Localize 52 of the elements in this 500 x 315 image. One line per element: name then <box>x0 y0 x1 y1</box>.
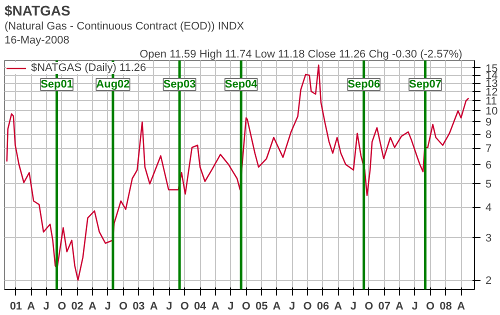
chart-subtitle: (Natural Gas - Continuous Contract (EOD)) INDX <box>4 20 245 32</box>
line-series <box>6 64 470 281</box>
x-tick-label: A <box>272 300 281 312</box>
y-tick-label: 11 <box>486 96 497 108</box>
x-tick-label: 08 <box>440 300 452 312</box>
x-tick-label: A <box>88 300 96 312</box>
y-tick-label: 4 <box>486 202 492 214</box>
y-tick-label: 7 <box>486 143 492 156</box>
x-tick-label: O <box>303 300 312 312</box>
x-tick-label: O <box>58 300 67 312</box>
y-tick-label: 10 <box>486 106 498 118</box>
x-tick-label: 07 <box>378 300 390 312</box>
x-tick-label: A <box>457 300 466 312</box>
y-tick-label: 8 <box>486 129 492 142</box>
x-tick-label: J <box>412 300 418 312</box>
x-tick-label: J <box>104 300 111 312</box>
x-tick-label: A <box>27 300 36 312</box>
x-tick-label: J <box>350 300 356 312</box>
x-tick-label: J <box>288 300 296 312</box>
ref-line-label: Sep01 <box>40 78 74 90</box>
x-tick-label: O <box>242 300 251 312</box>
x-tick-label: O <box>180 300 190 312</box>
x-tick-label: 04 <box>194 300 208 312</box>
x-tick-label: J <box>166 300 172 312</box>
x-tick-label: A <box>211 300 220 312</box>
y-tick-label: 6 <box>486 159 492 172</box>
x-tick-label: J <box>228 300 234 312</box>
text: 16-May-2008 <box>4 34 70 46</box>
x-tick-label: A <box>396 300 404 312</box>
y-tick-label: 9 <box>486 116 492 129</box>
y-tick-label: 5 <box>486 178 492 191</box>
x-tick-label: 05 <box>255 300 268 312</box>
x-tick-label: O <box>426 300 435 312</box>
x-tick-label: J <box>43 300 50 312</box>
ref-line-label: Aug02 <box>96 78 130 90</box>
ref-line-label: Sep04 <box>224 78 258 90</box>
x-tick-label: 02 <box>71 300 84 312</box>
x-tick-label: A <box>334 300 342 312</box>
legend-label: $NATGAS (Daily) 11.26 <box>31 62 146 74</box>
y-tick-label: 3 <box>486 232 492 244</box>
ref-line-label: Sep03 <box>163 78 196 90</box>
ref-line-label: Sep06 <box>348 78 380 90</box>
y-tick-label: 2 <box>486 275 492 288</box>
x-tick-label: 01 <box>10 300 22 312</box>
chart-title: $NATGAS <box>4 2 70 18</box>
annotation: Open 11.59 High 11.74 Low 11.18 Close 11.26 Chg -0.30 (-2.57%) <box>140 48 462 60</box>
x-tick-label: O <box>118 300 128 312</box>
ref-line-label: Sep07 <box>409 78 442 90</box>
x-tick-label: 03 <box>132 300 145 312</box>
x-tick-label: 06 <box>316 300 330 312</box>
x-tick-label: A <box>150 300 158 312</box>
x-tick-label: O <box>364 300 374 312</box>
